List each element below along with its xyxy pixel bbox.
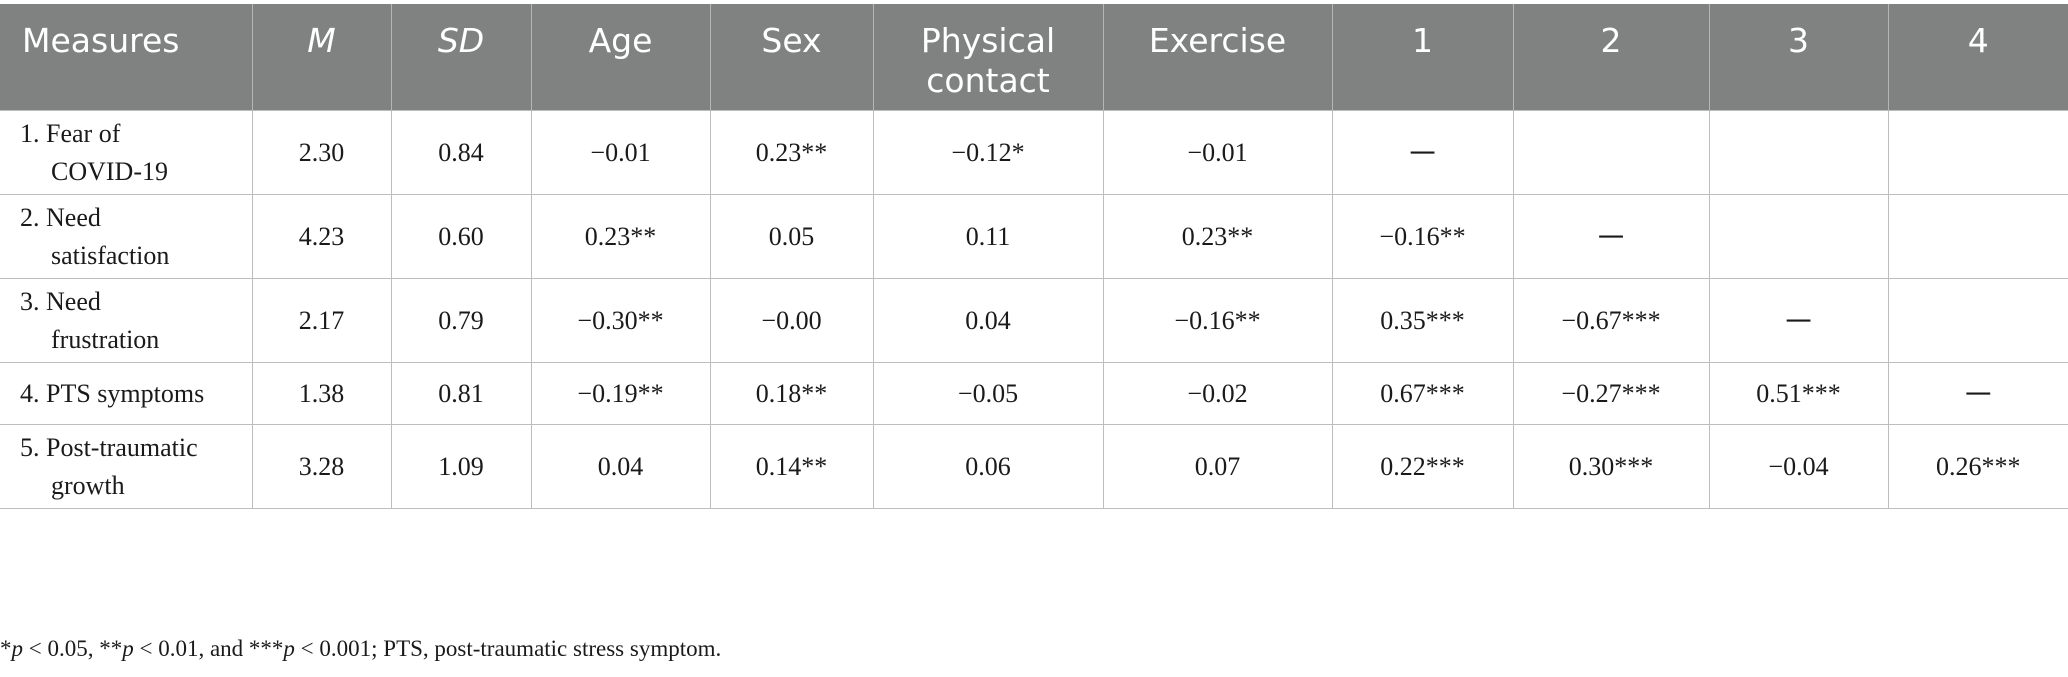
header-age: Age: [531, 4, 711, 111]
cell-physical-contact: −0.12*: [872, 110, 1104, 195]
table-row: 5. Post-traumatic growth 3.28 1.09 0.04 0…: [0, 424, 2068, 509]
row-label: 1. Fear of COVID-19: [0, 110, 253, 195]
row-label: 3. Need frustration: [0, 278, 253, 363]
cell-sex: 0.14**: [709, 424, 874, 509]
cell-exercise: −0.01: [1102, 110, 1333, 195]
cell-sex: −0.00: [709, 278, 874, 363]
cell-3: [1708, 110, 1889, 195]
note-marker: **: [99, 636, 123, 661]
cell-2: −0.67***: [1512, 278, 1710, 363]
row-label-line1: 2. Need: [20, 202, 101, 232]
cell-2: −0.27***: [1512, 362, 1710, 425]
cell-3: 一: [1708, 278, 1889, 363]
header-mean: M: [252, 4, 392, 111]
note-p: p: [11, 636, 24, 661]
table-row: 1. Fear of COVID-19 2.30 0.84 −0.01 0.23*…: [0, 110, 2068, 195]
cell-exercise: 0.23**: [1102, 194, 1333, 279]
cell-mean: 1.38: [251, 362, 392, 425]
cell-mean: 2.17: [251, 278, 392, 363]
cell-2: 一: [1512, 194, 1710, 279]
cell-age: −0.30**: [530, 278, 711, 363]
cell-4: [1887, 278, 2068, 363]
cell-physical-contact: 0.06: [872, 424, 1104, 509]
cell-4: [1887, 110, 2068, 195]
note-p: p: [283, 636, 295, 661]
cell-2: 0.30***: [1512, 424, 1710, 509]
row-label-line2: frustration: [51, 324, 160, 354]
table-row: 2. Need satisfaction 4.23 0.60 0.23** 0.0…: [0, 194, 2068, 279]
row-label-line1: 3. Need: [20, 286, 101, 316]
cell-mean: 3.28: [251, 424, 392, 509]
cell-sex: 0.05: [709, 194, 874, 279]
row-label-line2: growth: [51, 470, 125, 500]
correlation-table: Measures M SD Age Sex Physical contact E…: [0, 4, 2068, 509]
cell-sex: 0.23**: [709, 110, 874, 195]
cell-1: 一: [1331, 110, 1514, 195]
cell-age: 0.04: [530, 424, 711, 509]
header-measures: Measures: [0, 4, 253, 111]
note-marker: *: [0, 636, 12, 661]
note-text: < 0.05,: [23, 636, 100, 661]
row-label-line1: 4. PTS symptoms: [20, 378, 205, 408]
cell-exercise: 0.07: [1102, 424, 1333, 509]
cell-age: −0.01: [530, 110, 711, 195]
row-label: 2. Need satisfaction: [0, 194, 253, 279]
cell-age: −0.19**: [530, 362, 711, 425]
cell-4: 0.26***: [1887, 424, 2068, 509]
header-4: 4: [1888, 4, 2068, 111]
cell-3: [1708, 194, 1889, 279]
header-1: 1: [1332, 4, 1514, 111]
cell-1: 0.35***: [1331, 278, 1514, 363]
cell-sd: 0.60: [390, 194, 532, 279]
cell-sd: 1.09: [390, 424, 532, 509]
cell-mean: 2.30: [251, 110, 392, 195]
cell-4: 一: [1887, 362, 2068, 425]
cell-physical-contact: −0.05: [872, 362, 1104, 425]
cell-4: [1887, 194, 2068, 279]
cell-mean: 4.23: [251, 194, 392, 279]
cell-exercise: −0.16**: [1102, 278, 1333, 363]
cell-sd: 0.79: [390, 278, 532, 363]
cell-sd: 0.81: [390, 362, 532, 425]
table-footnote: *p < 0.05, **p < 0.01, and ***p < 0.001;…: [0, 636, 721, 662]
note-p: p: [122, 636, 134, 661]
cell-sex: 0.18**: [709, 362, 874, 425]
header-exercise: Exercise: [1103, 4, 1333, 111]
cell-age: 0.23**: [530, 194, 711, 279]
header-sex: Sex: [710, 4, 874, 111]
table-row: 4. PTS symptoms 1.38 0.81 −0.19** 0.18**…: [0, 362, 2068, 425]
header-2: 2: [1513, 4, 1710, 111]
cell-exercise: −0.02: [1102, 362, 1333, 425]
cell-physical-contact: 0.11: [872, 194, 1104, 279]
row-label: 5. Post-traumatic growth: [0, 424, 253, 509]
cell-1: 0.67***: [1331, 362, 1514, 425]
row-label: 4. PTS symptoms: [0, 362, 253, 425]
cell-1: −0.16**: [1331, 194, 1514, 279]
cell-3: 0.51***: [1708, 362, 1889, 425]
cell-2: [1512, 110, 1710, 195]
cell-physical-contact: 0.04: [872, 278, 1104, 363]
note-text: < 0.01, and: [133, 636, 249, 661]
row-label-line1: 5. Post-traumatic: [20, 432, 198, 462]
row-label-line2: satisfaction: [51, 240, 170, 270]
cell-3: −0.04: [1708, 424, 1889, 509]
note-text: < 0.001; PTS, post-traumatic stress symp…: [294, 636, 722, 661]
row-label-line2: COVID-19: [51, 156, 168, 186]
row-label-line1: 1. Fear of: [20, 118, 121, 148]
cell-sd: 0.84: [390, 110, 532, 195]
header-sd: SD: [391, 4, 532, 111]
header-row: Measures M SD Age Sex Physical contact E…: [0, 4, 2068, 111]
table-row: 3. Need frustration 2.17 0.79 −0.30** −0.…: [0, 278, 2068, 363]
header-3: 3: [1709, 4, 1889, 111]
cell-1: 0.22***: [1331, 424, 1514, 509]
header-physical-contact: Physical contact: [873, 4, 1104, 111]
note-marker: ***: [248, 636, 284, 661]
